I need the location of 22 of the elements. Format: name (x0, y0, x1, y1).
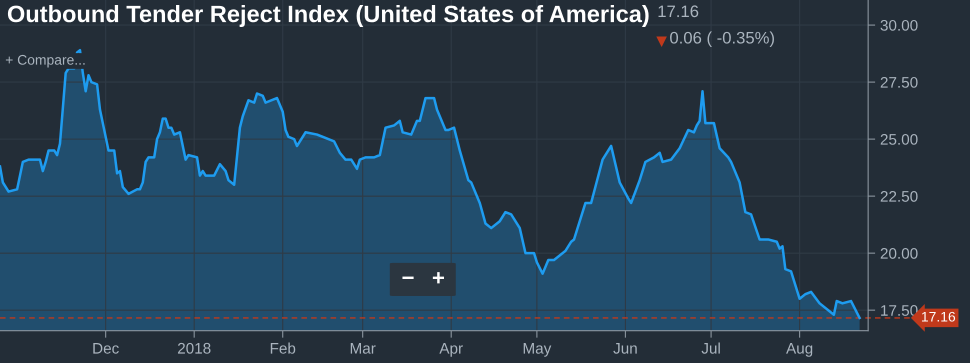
y-tick-label: 30.00 (880, 20, 918, 31)
annotation: + Compare... (6, 54, 85, 68)
x-tick-label: May (524, 343, 552, 357)
y-tick-label: 17.50 (881, 305, 918, 316)
y-tick-label: 22.50 (880, 191, 918, 202)
x-tick-label: Apr (439, 343, 463, 357)
x-tick-label: Feb (270, 342, 296, 354)
y-tick-label: 20.00 (880, 248, 918, 259)
annotation: 0.06 ( -0.35%) (670, 31, 774, 47)
annotation: 17.16 (658, 5, 698, 18)
annotation: + (432, 272, 444, 284)
chart-title: Outbound Tender Reject Index (United States of America) (8, 4, 649, 27)
x-tick-label: Jul (702, 342, 720, 354)
ref-line-label: 17.16 (922, 312, 956, 322)
x-tick-label: Dec (93, 343, 119, 354)
x-tick-label: 2018 (178, 342, 211, 354)
y-tick-label: 27.50 (880, 76, 918, 88)
annotation: − (402, 276, 414, 280)
x-tick-label: Aug (786, 343, 812, 357)
x-tick-label: Jun (613, 343, 637, 354)
y-tick-label: 25.00 (880, 134, 918, 145)
x-tick-label: Mar (350, 343, 376, 354)
